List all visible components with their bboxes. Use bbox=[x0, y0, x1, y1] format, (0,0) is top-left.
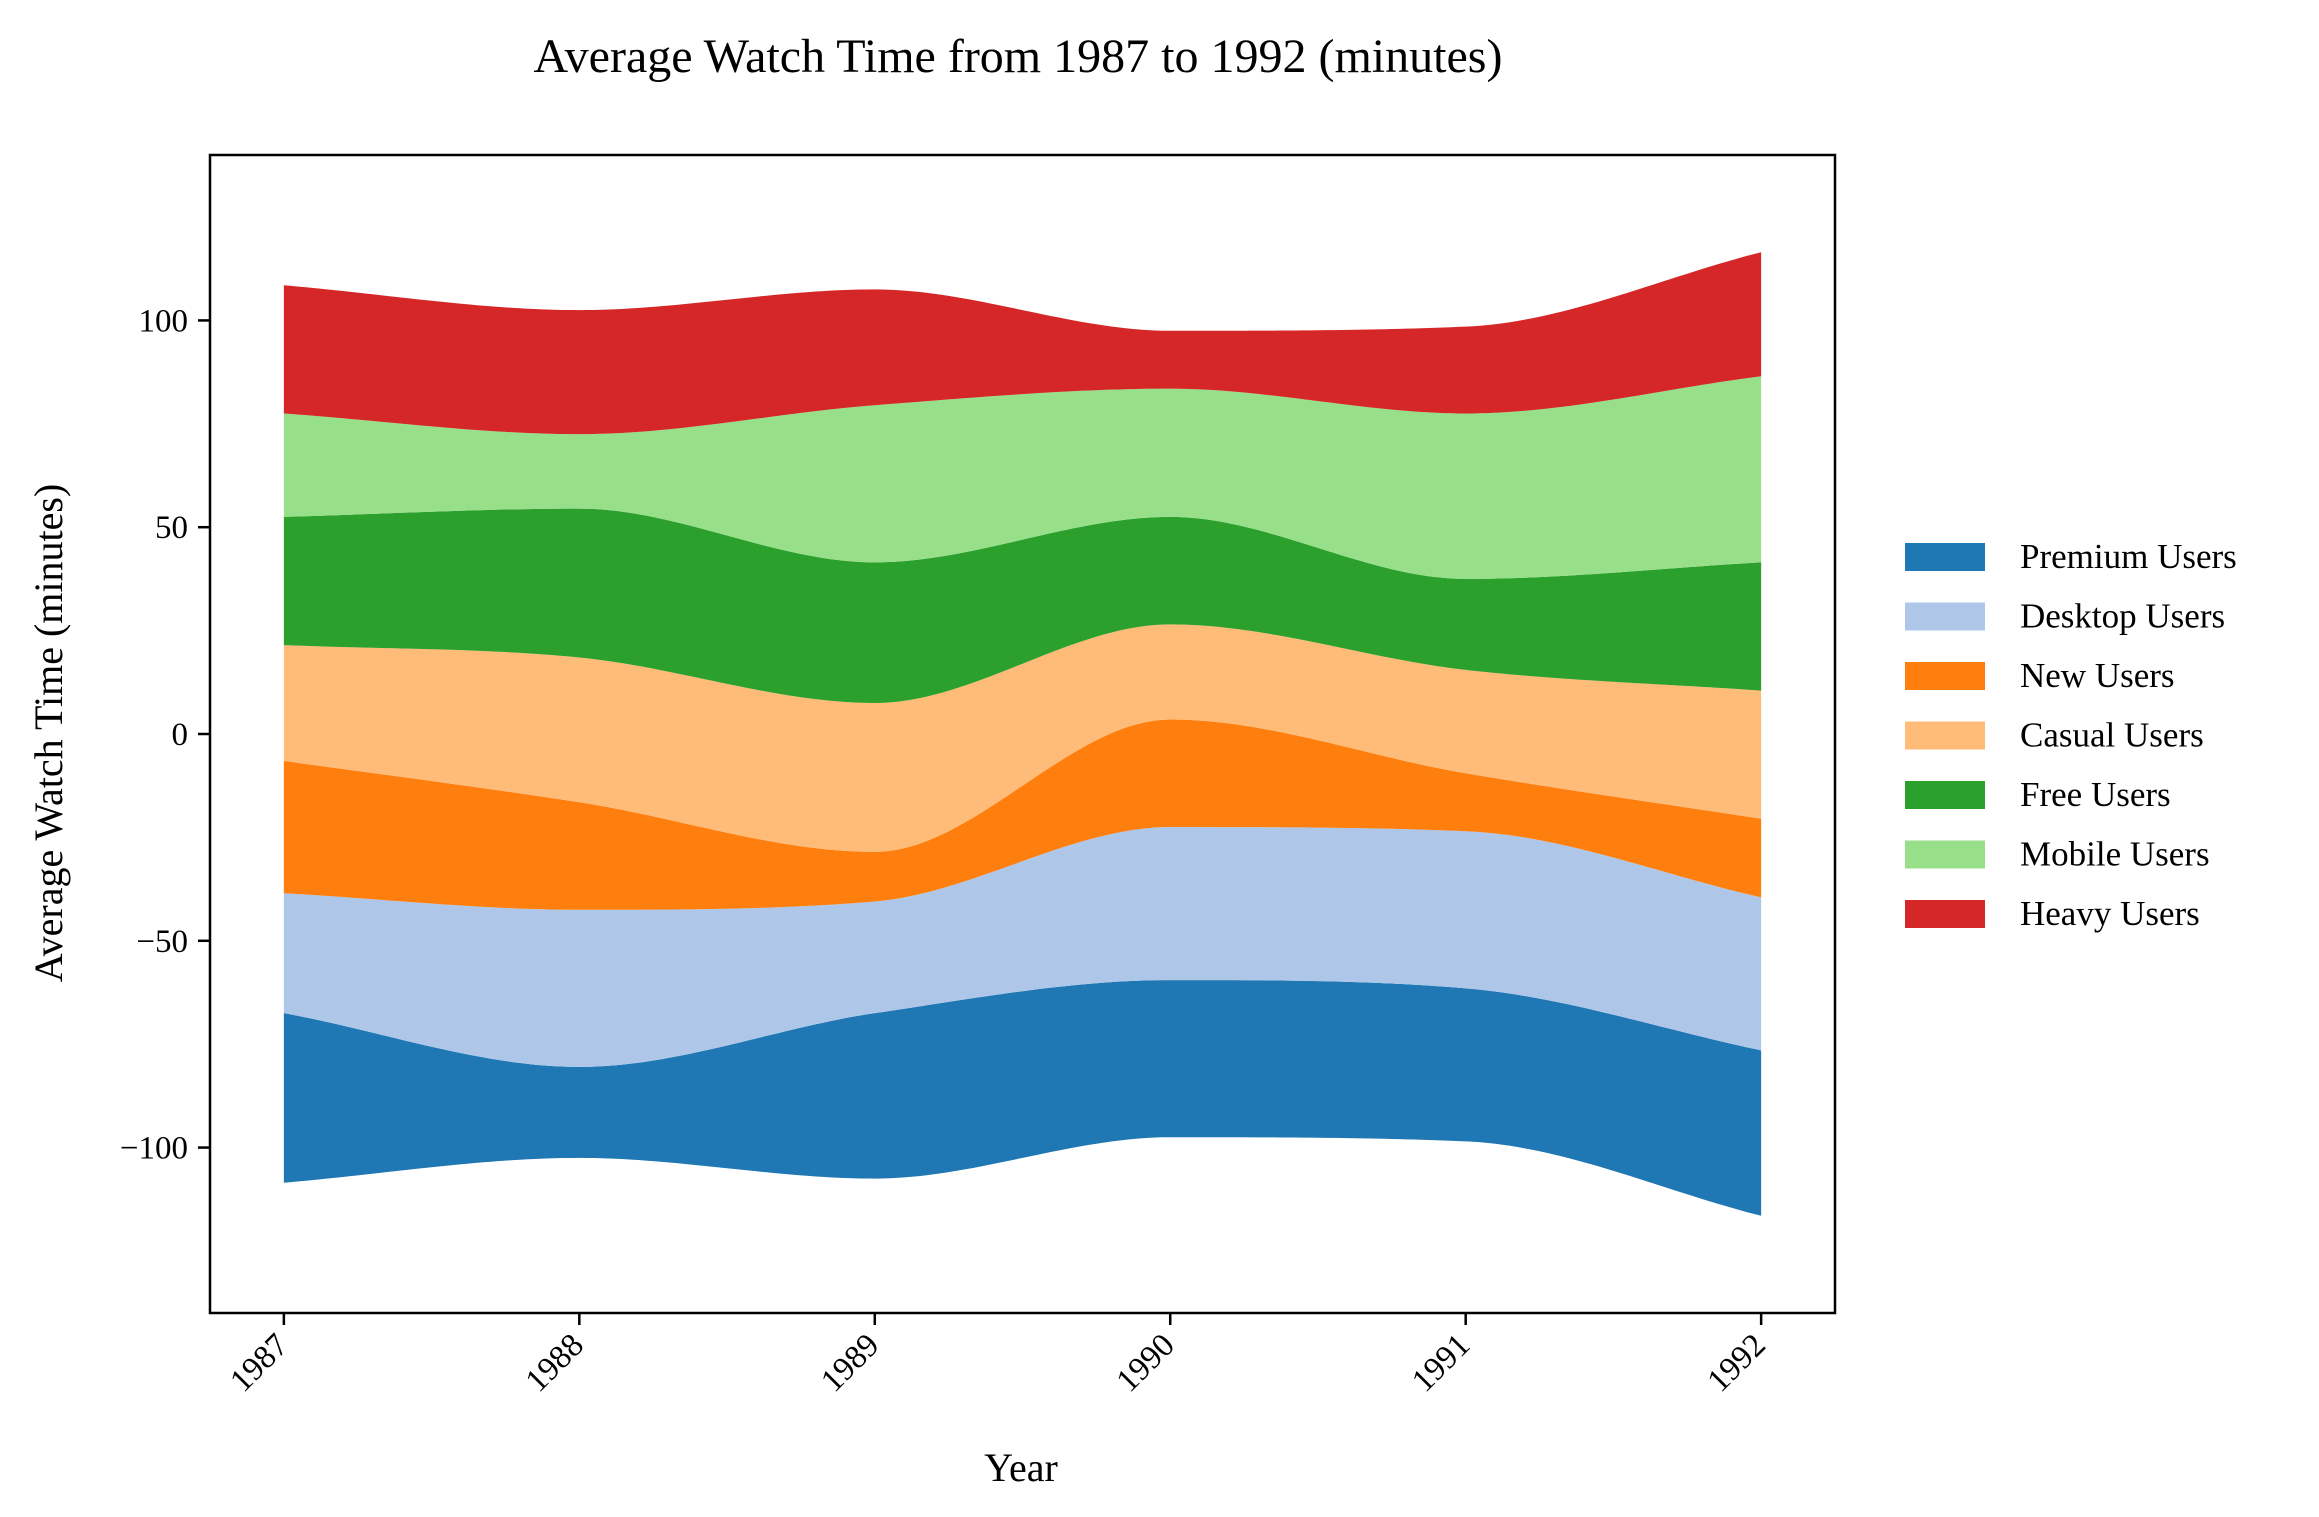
stream-free-users bbox=[283, 508, 1762, 703]
y-tick-label: 0 bbox=[172, 717, 189, 753]
chart-title: Average Watch Time from 1987 to 1992 (mi… bbox=[534, 30, 1503, 83]
stream-areas bbox=[283, 252, 1762, 1216]
legend-swatch-premium-users bbox=[1905, 543, 1985, 571]
x-tick-label: 1989 bbox=[814, 1327, 886, 1399]
stream-desktop-users bbox=[283, 827, 1762, 1067]
legend-swatch-free-users bbox=[1905, 781, 1985, 809]
legend-swatch-casual-users bbox=[1905, 721, 1985, 750]
stream-premium-users bbox=[283, 980, 1762, 1216]
legend-swatch-mobile-users bbox=[1905, 840, 1985, 869]
legend-label-premium-users: Premium Users bbox=[2020, 537, 2237, 576]
legend-label-new-users: New Users bbox=[2020, 656, 2175, 695]
legend-label-mobile-users: Mobile Users bbox=[2020, 835, 2210, 874]
stream-casual-users bbox=[283, 624, 1762, 852]
y-tick-label: 100 bbox=[139, 303, 189, 339]
x-tick-label: 1991 bbox=[1405, 1327, 1477, 1399]
y-tick-label: −100 bbox=[120, 1131, 188, 1167]
legend: Premium Users Desktop Users New Users Casua… bbox=[1905, 537, 2237, 933]
legend-label-free-users: Free Users bbox=[2020, 775, 2171, 814]
x-tick-label: 1988 bbox=[519, 1327, 591, 1399]
legend-label-casual-users: Casual Users bbox=[2020, 716, 2204, 755]
legend-swatch-new-users bbox=[1905, 662, 1985, 690]
legend-swatch-heavy-users bbox=[1905, 900, 1985, 928]
x-tick-label: 1990 bbox=[1110, 1327, 1182, 1399]
y-axis: −100 −50 0 50 100 bbox=[120, 303, 210, 1167]
legend-label-heavy-users: Heavy Users bbox=[2020, 894, 2200, 933]
x-axis: 1987 1988 1989 1990 1991 1992 bbox=[223, 1313, 1773, 1399]
legend-label-desktop-users: Desktop Users bbox=[2020, 597, 2225, 636]
stream-heavy-users bbox=[283, 252, 1762, 435]
x-tick-label: 1992 bbox=[1701, 1327, 1773, 1399]
stream-new-users bbox=[283, 719, 1762, 910]
y-axis-title: Average Watch Time (minutes) bbox=[26, 484, 71, 983]
x-axis-title: Year bbox=[984, 1445, 1058, 1490]
legend-swatch-desktop-users bbox=[1905, 602, 1985, 631]
y-tick-label: 50 bbox=[155, 510, 188, 546]
stream-mobile-users bbox=[283, 376, 1762, 579]
x-tick-label: 1987 bbox=[223, 1327, 295, 1399]
y-tick-label: −50 bbox=[136, 924, 188, 960]
